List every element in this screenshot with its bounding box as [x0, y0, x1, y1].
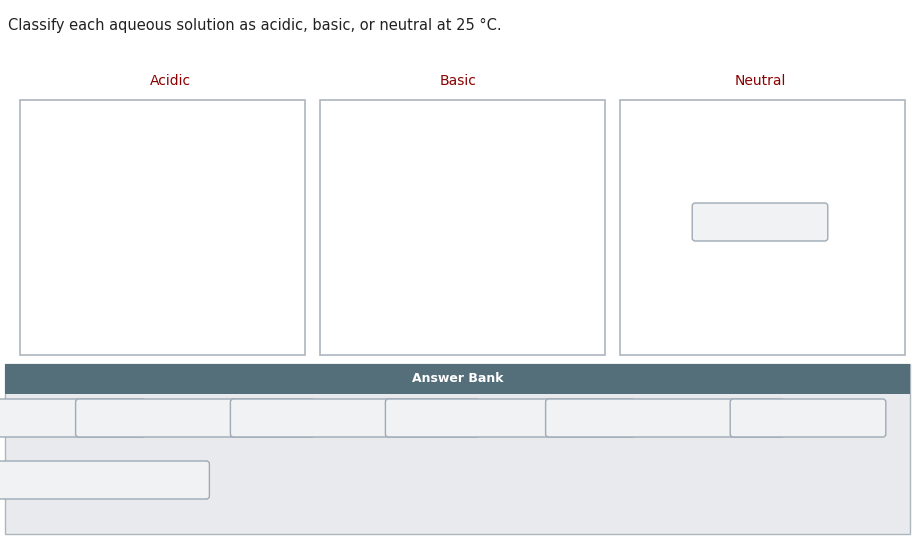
Text: [OH⁻] = 3.9 × 10⁻³: [OH⁻] = 3.9 × 10⁻³	[299, 411, 412, 424]
Text: [H⁺] = 1.0 × 10⁻⁷: [H⁺] = 1.0 × 10⁻⁷	[143, 411, 247, 424]
FancyBboxPatch shape	[0, 399, 145, 437]
FancyBboxPatch shape	[620, 100, 905, 355]
FancyBboxPatch shape	[230, 399, 480, 437]
Text: Neutral: Neutral	[735, 74, 786, 88]
Text: [H⁺] = 3.7 × 10⁻⁵: [H⁺] = 3.7 × 10⁻⁵	[613, 411, 717, 424]
Text: pH = 1.01: pH = 1.01	[779, 411, 838, 424]
FancyBboxPatch shape	[730, 399, 886, 437]
FancyBboxPatch shape	[0, 461, 209, 499]
FancyBboxPatch shape	[546, 399, 784, 437]
FancyBboxPatch shape	[692, 203, 828, 241]
Text: Answer Bank: Answer Bank	[412, 373, 503, 386]
Text: pH = 12.23: pH = 12.23	[28, 411, 95, 424]
Text: [H⁺] = 9.1 × 10⁻⁹: [H⁺] = 9.1 × 10⁻⁹	[39, 473, 142, 486]
FancyBboxPatch shape	[385, 399, 635, 437]
Text: Classify each aqueous solution as acidic, basic, or neutral at 25 °C.: Classify each aqueous solution as acidic…	[8, 18, 502, 33]
FancyBboxPatch shape	[75, 399, 315, 437]
FancyBboxPatch shape	[20, 100, 305, 355]
FancyBboxPatch shape	[320, 100, 605, 355]
FancyBboxPatch shape	[5, 364, 910, 534]
Text: pH = 7.00: pH = 7.00	[730, 215, 790, 228]
Text: Basic: Basic	[439, 74, 477, 88]
Text: [OH⁻] = 6.6 × 10⁻⁸: [OH⁻] = 6.6 × 10⁻⁸	[454, 411, 567, 424]
Text: Acidic: Acidic	[149, 74, 191, 88]
FancyBboxPatch shape	[5, 364, 910, 394]
